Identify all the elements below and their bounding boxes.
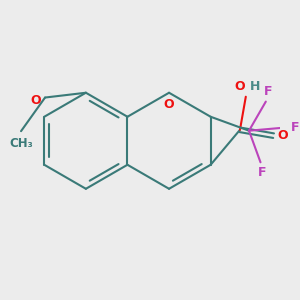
Text: F: F (258, 166, 267, 179)
Text: O: O (164, 98, 174, 111)
Text: F: F (263, 85, 272, 98)
Text: O: O (31, 94, 41, 107)
Text: F: F (290, 121, 299, 134)
Text: CH₃: CH₃ (9, 137, 33, 150)
Text: O: O (234, 80, 245, 93)
Text: O: O (277, 129, 288, 142)
Text: H: H (250, 80, 260, 93)
